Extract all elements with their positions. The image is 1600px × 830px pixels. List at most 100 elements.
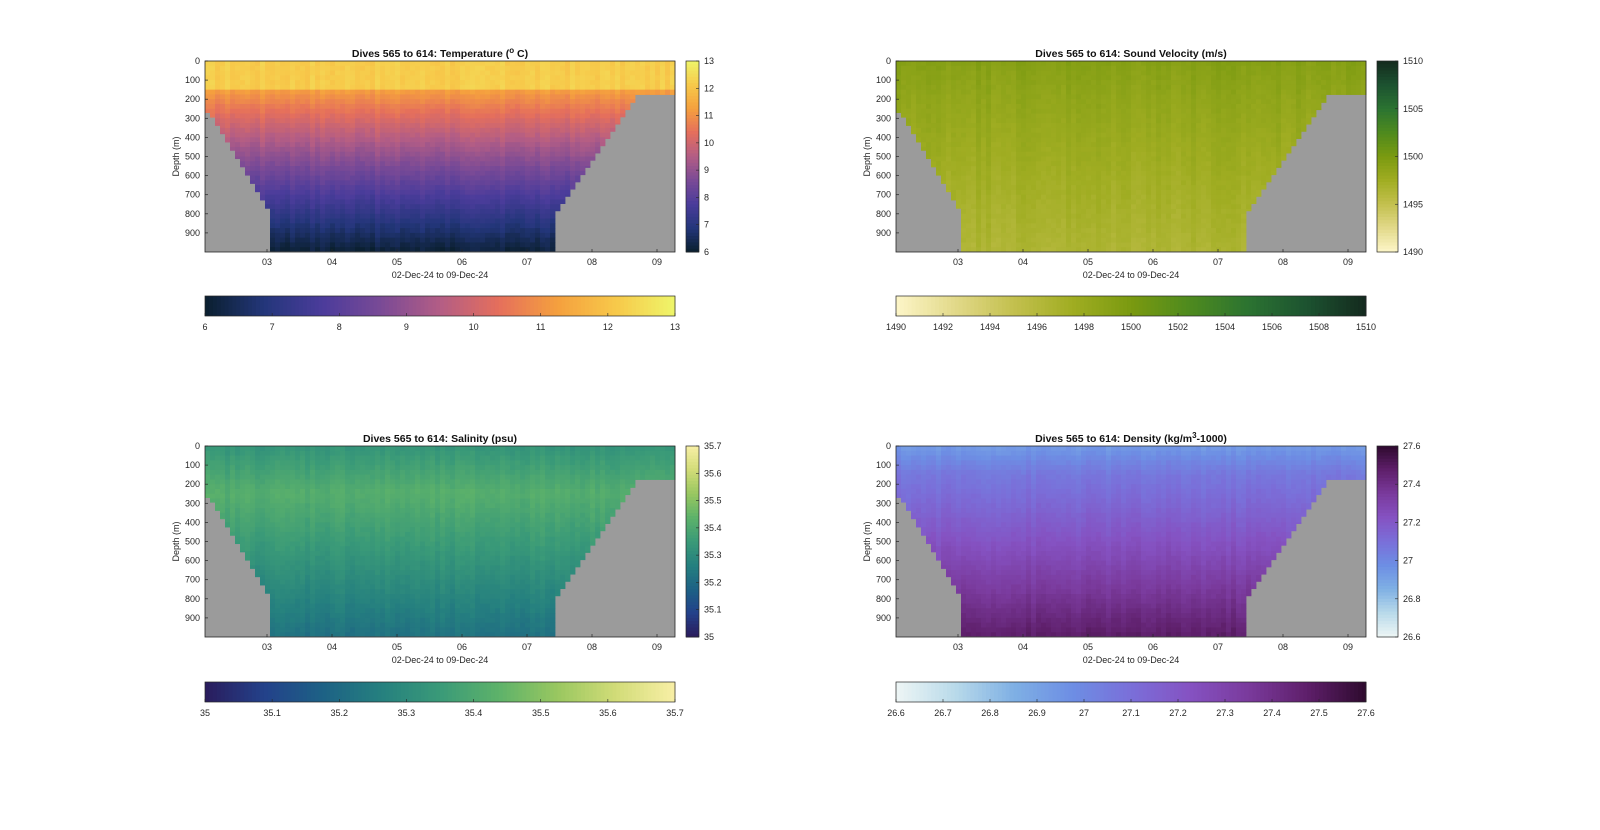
heatmap-cell <box>375 166 381 172</box>
colorbar-swatch <box>686 201 699 205</box>
heatmap-cell <box>986 213 992 219</box>
heatmap-cell <box>951 123 957 129</box>
heatmap-cell <box>445 228 451 234</box>
heatmap-cell <box>440 185 446 191</box>
heatmap-cell <box>961 75 967 81</box>
heatmap-cell <box>1076 189 1082 196</box>
heatmap-cell <box>996 132 1002 138</box>
heatmap-cell <box>1021 232 1027 239</box>
heatmap-cell <box>991 209 997 215</box>
heatmap-cell <box>635 65 641 71</box>
heatmap-cell <box>941 137 947 143</box>
heatmap-cell <box>560 118 566 124</box>
heatmap-cell <box>505 108 511 114</box>
colorbar-swatch <box>616 296 621 316</box>
heatmap-cell <box>500 199 506 205</box>
heatmap-cell <box>440 213 446 219</box>
heatmap-cell <box>1016 99 1022 105</box>
heatmap-cell <box>425 80 431 86</box>
heatmap-cell <box>330 89 336 95</box>
heatmap-cell <box>1026 199 1032 205</box>
heatmap-cell <box>991 80 997 86</box>
heatmap-cell <box>535 213 541 219</box>
heatmap-cell <box>1026 118 1032 124</box>
heatmap-cell <box>410 89 416 95</box>
heatmap-cell <box>1076 89 1082 95</box>
heatmap-cell <box>485 80 491 86</box>
heatmap-cell <box>475 185 481 191</box>
heatmap-cell <box>1046 213 1052 219</box>
heatmap-cell <box>435 142 441 148</box>
heatmap-cell <box>921 113 927 119</box>
heatmap-cell <box>981 84 987 91</box>
heatmap-cell <box>300 103 306 110</box>
heatmap-cell <box>500 242 506 248</box>
heatmap-cell <box>465 185 471 191</box>
heatmap-cell <box>1136 185 1142 191</box>
heatmap-cell <box>1121 103 1127 110</box>
heatmap-cell <box>360 161 366 167</box>
heatmap-cell <box>275 70 281 76</box>
heatmap-cell <box>270 156 276 162</box>
heatmap-cell <box>505 189 511 196</box>
heatmap-cell <box>645 70 651 76</box>
heatmap-cell <box>966 84 972 91</box>
colorbar-swatch <box>537 296 543 316</box>
heatmap-cell <box>966 185 972 191</box>
heatmap-cell <box>335 137 341 143</box>
heatmap-cell <box>425 247 431 252</box>
heatmap-cell <box>565 185 571 191</box>
heatmap-cell <box>510 142 516 148</box>
heatmap-cell <box>1021 75 1027 81</box>
heatmap-cell <box>415 223 421 229</box>
heatmap-cell <box>1016 61 1022 67</box>
heatmap-cell <box>996 118 1002 124</box>
heatmap-cell <box>540 113 546 119</box>
heatmap-cell <box>961 199 967 205</box>
heatmap-cell <box>1106 175 1112 181</box>
heatmap-cell <box>515 161 521 167</box>
heatmap-cell <box>1036 99 1042 105</box>
heatmap-cell <box>460 151 466 157</box>
heatmap-cell <box>515 127 521 134</box>
heatmap-cell <box>1041 170 1047 176</box>
heatmap-cell <box>275 189 281 196</box>
heatmap-cell <box>455 156 461 162</box>
heatmap-cell <box>510 199 516 205</box>
heatmap-cell <box>530 247 536 252</box>
heatmap-cell <box>1026 194 1032 200</box>
heatmap-cell <box>1096 180 1102 186</box>
heatmap-cell <box>545 166 551 172</box>
heatmap-cell <box>435 161 441 167</box>
colorbar-swatch <box>459 296 464 316</box>
heatmap-cell <box>490 166 496 172</box>
heatmap-cell <box>460 118 466 124</box>
heatmap-cell <box>345 213 351 219</box>
colorbar-swatch <box>330 296 335 316</box>
heatmap-cell <box>495 146 501 153</box>
heatmap-cell <box>375 65 381 71</box>
heatmap-cell <box>285 180 291 186</box>
heatmap-cell <box>510 146 516 153</box>
heatmap-cell <box>976 108 982 114</box>
heatmap-cell <box>385 204 391 210</box>
heatmap-cell <box>360 137 366 143</box>
heatmap-cell <box>986 237 992 243</box>
heatmap-cell <box>1006 156 1012 162</box>
colorbar-swatch <box>686 220 699 224</box>
heatmap-cell <box>270 146 276 153</box>
heatmap-cell <box>310 84 316 91</box>
heatmap-cell <box>475 228 481 234</box>
heatmap-cell <box>1001 127 1007 134</box>
heatmap-cell <box>355 209 361 215</box>
heatmap-cell <box>510 194 516 200</box>
heatmap-cell <box>490 232 496 239</box>
heatmap-cell <box>240 89 246 95</box>
heatmap-cell <box>260 185 266 191</box>
heatmap-cell <box>330 237 336 243</box>
heatmap-cell <box>1071 156 1077 162</box>
heatmap-cell <box>405 180 411 186</box>
heatmap-cell <box>575 151 581 157</box>
heatmap-cell <box>440 118 446 124</box>
heatmap-cell <box>961 223 967 229</box>
